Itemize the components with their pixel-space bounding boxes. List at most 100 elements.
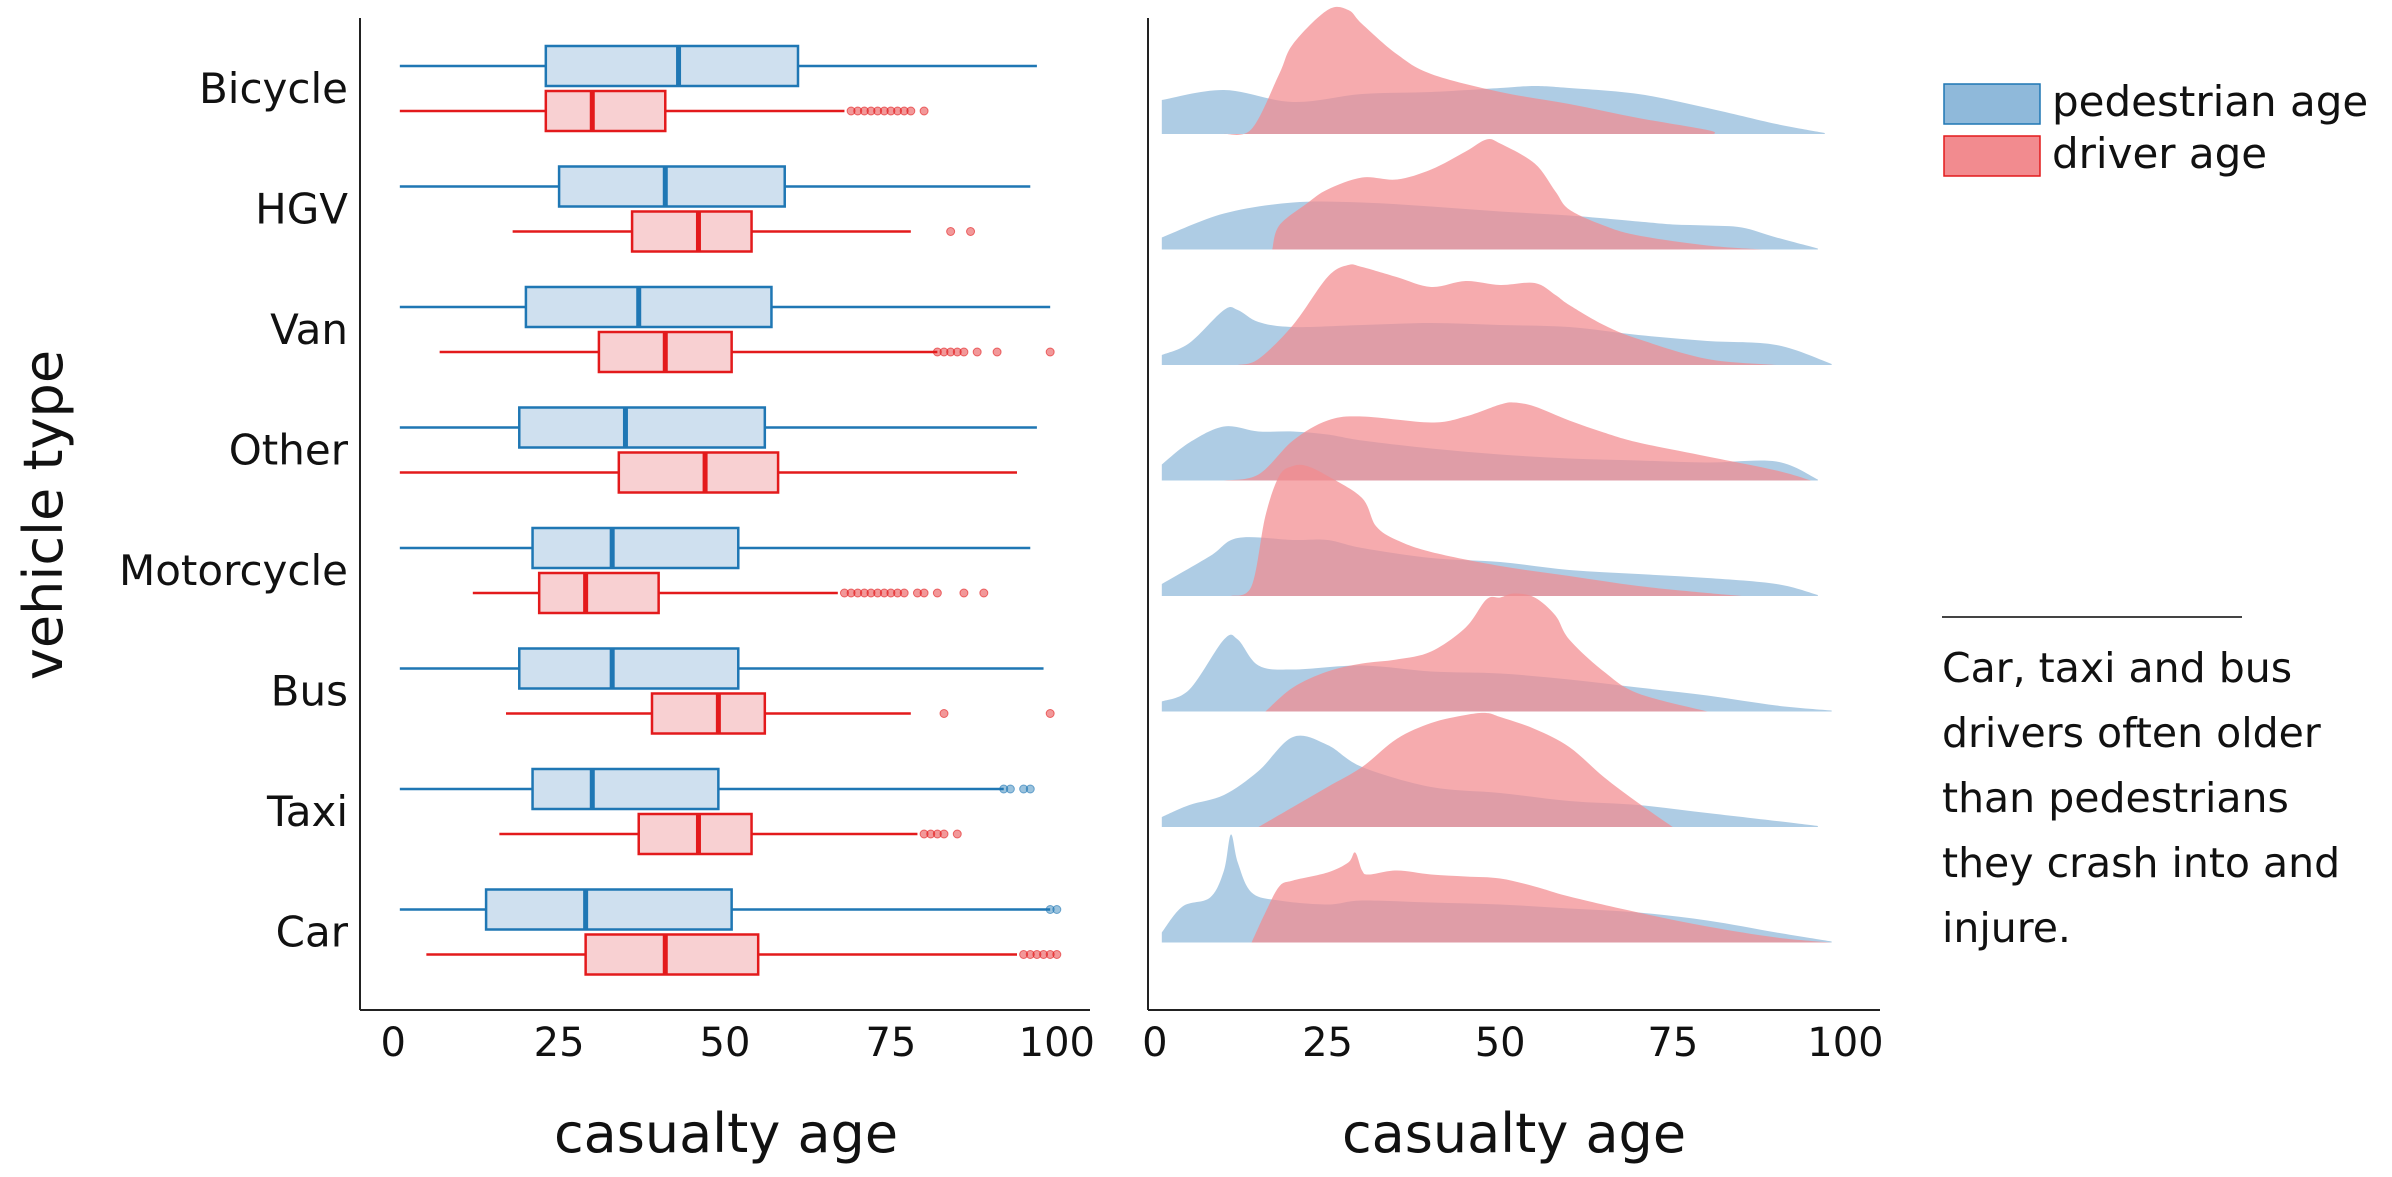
outlier-point [859,106,869,116]
box-driver-age-hgv [512,210,976,253]
iqr-box [630,210,753,253]
right-x-tick-label: 75 [1647,1020,1698,1066]
outlier-point [1045,709,1055,718]
iqr-box [531,526,740,570]
outlier-point [893,588,903,598]
ridge-driver-age-car [1251,852,1832,943]
outlier-point [899,588,909,598]
outlier-point [946,227,956,236]
x-axis-label-left: casualty age [554,1102,898,1165]
box-driver-age-bicycle [399,89,929,133]
box-pedestrian-age-other [399,406,1037,449]
outlier-point [919,829,929,839]
category-label-bicycle: Bicycle [199,64,348,113]
legend-swatch-pedestrian-age [1943,83,2041,125]
outlier-point [899,106,909,116]
legend-label-pedestrian-age: pedestrian age [2052,77,2368,126]
outlier-point [839,588,849,598]
outlier-point [866,588,876,598]
right-x-tick-label: 25 [1302,1020,1353,1066]
outlier-point [879,106,889,116]
box-pedestrian-age-taxi [399,767,1035,811]
box-driver-age-taxi [499,812,962,856]
outlier-point [992,347,1002,357]
annotation-text: Car, taxi and bus drivers often older th… [1942,644,2341,952]
iqr-box [484,888,733,931]
outlier-point [1005,784,1015,794]
outlier-point [959,347,969,357]
box-pedestrian-age-motorcycle [399,526,1031,570]
box-pedestrian-age-car [399,888,1062,931]
left-x-tick-label: 25 [534,1020,585,1066]
outlier-point [1052,905,1062,914]
outlier-point [1039,950,1049,959]
box-pedestrian-age-van [399,285,1051,329]
outlier-point [946,347,956,357]
annotation-rule [1942,616,2242,618]
ridge-driver-age-van [1237,264,1777,365]
outlier-point [906,106,916,116]
left-x-tick-label: 50 [700,1020,751,1066]
outlier-point [966,227,976,236]
legend-swatch-driver-age [1943,135,2041,177]
ridge-driver-age-bus [1265,593,1708,712]
outlier-point [859,588,869,598]
left-x-tick-label: 0 [380,1020,405,1066]
outlier-point [919,588,929,598]
right-x-tick-label: 0 [1142,1020,1167,1066]
iqr-box [617,451,780,494]
outlier-point [952,347,962,357]
outlier-point [979,588,989,598]
outlier-point [939,347,949,357]
outlier-point [886,588,896,598]
x-axis-label-right: casualty age [1342,1102,1686,1165]
outlier-point [1032,950,1042,959]
outlier-point [879,588,889,598]
outlier-point [932,588,942,598]
left-x-tick-label: 100 [1019,1020,1095,1066]
right-x-tick-label: 100 [1807,1020,1883,1066]
outlier-point [1019,950,1029,959]
right-x-tick-label: 50 [1475,1020,1526,1066]
legend-label-driver-age: driver age [2052,129,2267,178]
outlier-point [972,347,982,357]
outlier-point [932,347,942,357]
box-pedestrian-age-bus [399,647,1044,690]
box-driver-age-bus [506,692,1055,735]
category-label-hgv: HGV [255,185,348,234]
outlier-point [893,106,903,116]
outlier-point [846,106,856,116]
outlier-point [1025,950,1035,959]
outlier-point [1045,905,1055,914]
outlier-point [1025,784,1035,794]
category-label-van: Van [270,305,348,354]
iqr-box [584,933,760,976]
iqr-box [557,165,786,208]
outlier-point [959,588,969,598]
iqr-box [650,692,767,735]
ridge-driver-age-other [1223,402,1811,481]
outlier-point [853,106,863,116]
ridge-driver-age-hgv [1272,139,1763,250]
outlier-point [1045,347,1055,357]
outlier-point [1019,784,1029,794]
outlier-point [912,588,922,598]
annotation-box: Car, taxi and bus drivers often older th… [1942,616,2372,961]
category-label-car: Car [276,908,349,957]
y-axis-label: vehicle type [12,350,75,680]
iqr-box [518,406,767,449]
outlier-point [926,829,936,839]
outlier-point [866,106,876,116]
iqr-box [518,647,740,690]
outlier-point [952,829,962,839]
box-driver-age-van [439,330,1055,374]
box-driver-age-car [426,933,1062,976]
ridge-driver-age-motorcycle [1230,464,1742,596]
outlier-point [873,588,883,598]
outlier-point [1052,950,1062,959]
ridge-driver-age-taxi [1258,712,1673,827]
iqr-box [544,89,667,133]
category-label-taxi: Taxi [266,787,348,836]
